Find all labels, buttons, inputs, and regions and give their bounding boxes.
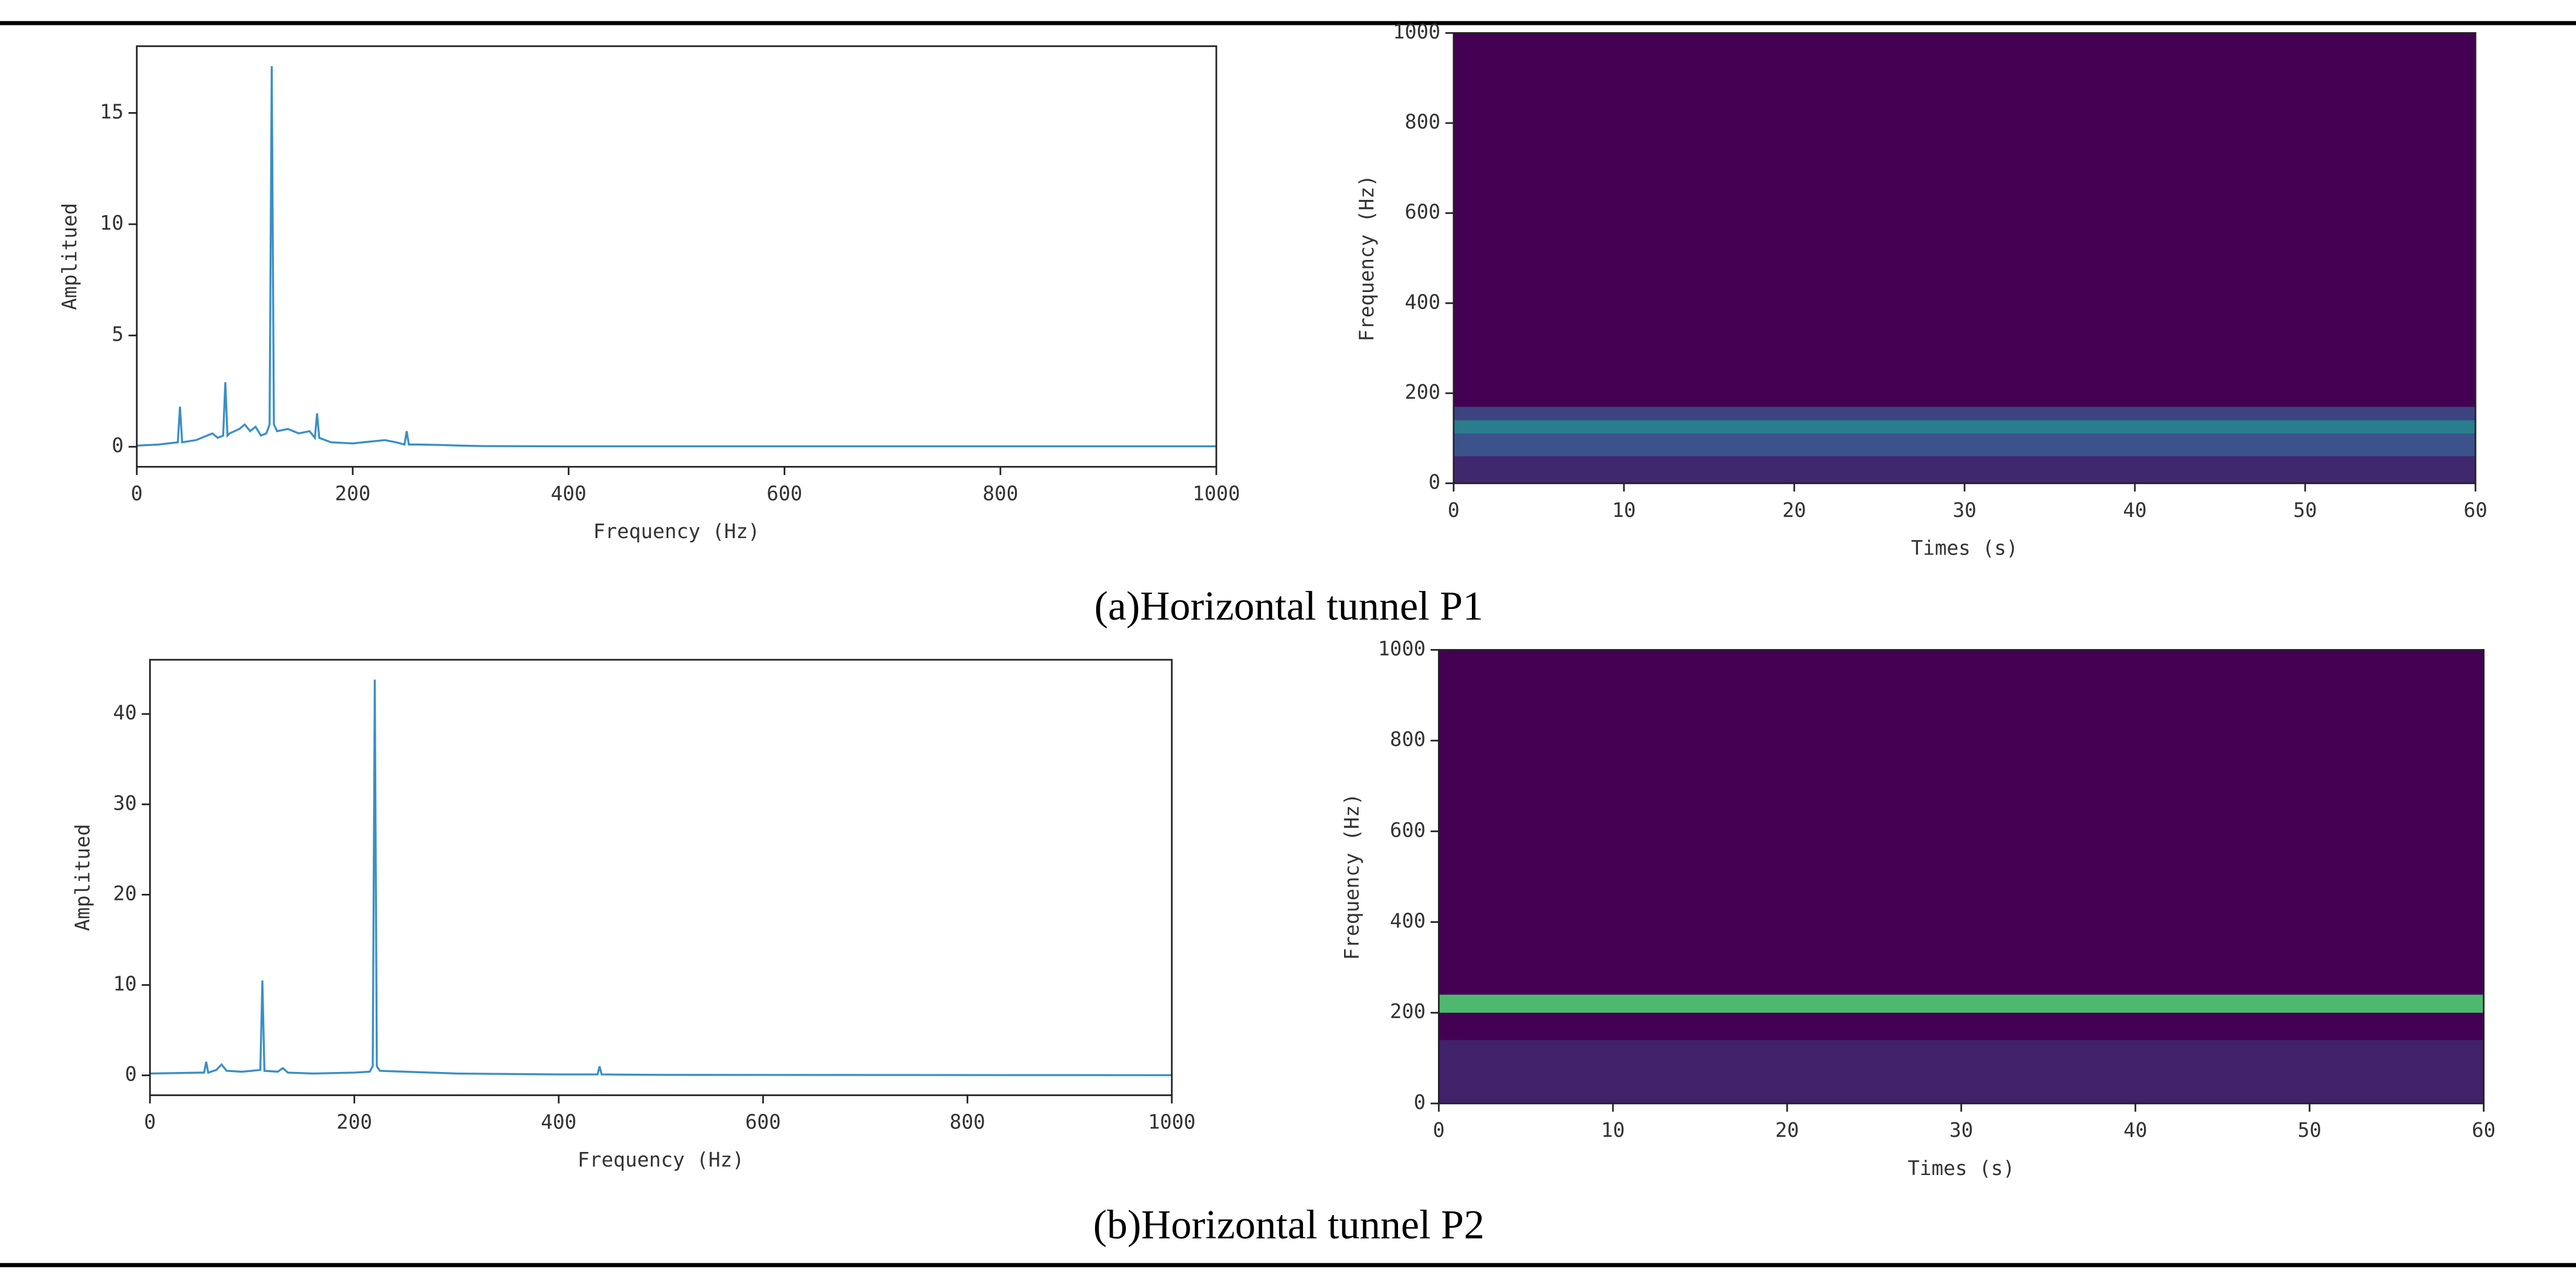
x-axis-label: Times (s) xyxy=(1908,1157,2015,1180)
spectrum-line xyxy=(136,66,1217,448)
x-axis-label: Frequency (Hz) xyxy=(593,520,760,543)
spectrogram-band xyxy=(1453,433,2476,456)
y-tick-label: 200 xyxy=(1405,381,1440,404)
plot-area xyxy=(1453,33,2476,484)
y-tick-label: 1000 xyxy=(1393,20,1441,43)
y-tick-label: 10 xyxy=(100,211,124,235)
x-tick-label: 800 xyxy=(950,1111,985,1134)
plot-area xyxy=(1439,650,2484,1104)
plot-area xyxy=(150,679,1172,1076)
y-tick-label: 0 xyxy=(125,1063,137,1086)
x-tick-label: 200 xyxy=(335,482,371,505)
x-tick-label: 800 xyxy=(982,482,1018,505)
y-tick-label: 0 xyxy=(1428,470,1440,493)
x-tick-label: 40 xyxy=(2123,1119,2147,1142)
spectrogram-band xyxy=(1453,420,2476,434)
y-tick-label: 800 xyxy=(1390,728,1426,751)
x-tick-label: 400 xyxy=(551,482,587,505)
y-tick-label: 30 xyxy=(113,791,136,814)
y-axis-label: Amplitued xyxy=(72,824,95,931)
axes-frame xyxy=(149,659,1173,1096)
x-tick-label: 60 xyxy=(2472,1119,2495,1142)
x-tick-label: 30 xyxy=(1952,499,1976,522)
x-tick-label: 600 xyxy=(767,482,802,505)
plot-area xyxy=(136,66,1217,448)
x-tick-label: 600 xyxy=(745,1111,781,1134)
y-tick-label: 600 xyxy=(1390,819,1426,842)
spectrogram-band xyxy=(1439,650,2484,995)
y-axis-label: Frequency (Hz) xyxy=(1340,793,1363,960)
x-tick-label: 400 xyxy=(541,1111,577,1134)
spectrogram-band xyxy=(1439,994,2484,1013)
x-axis-label: Times (s) xyxy=(1911,536,2019,559)
x-tick-label: 20 xyxy=(1775,1119,1799,1142)
spectrogram-band xyxy=(1439,1040,2484,1104)
x-tick-label: 200 xyxy=(336,1111,372,1134)
x-tick-label: 50 xyxy=(2293,499,2317,522)
x-tick-label: 0 xyxy=(144,1111,156,1134)
x-tick-label: 30 xyxy=(1949,1119,1973,1142)
spectrogram-band xyxy=(1453,33,2476,407)
spectrogram-band xyxy=(1439,1013,2484,1040)
axes-frame xyxy=(136,45,1217,468)
spectrogram-band xyxy=(1453,456,2476,484)
caption: (a)Horizontal tunnel P1 xyxy=(1094,583,1483,629)
spectrum-line xyxy=(150,679,1172,1076)
y-tick-label: 200 xyxy=(1390,1000,1426,1023)
x-tick-label: 10 xyxy=(1612,499,1636,522)
y-axis-label: Amplitued xyxy=(58,203,81,310)
x-axis-label: Frequency (Hz) xyxy=(577,1148,744,1171)
spectrogram-band xyxy=(1453,407,2476,421)
y-axis-label: Frequency (Hz) xyxy=(1355,175,1378,341)
y-tick-label: 600 xyxy=(1405,201,1440,224)
x-tick-label: 50 xyxy=(2298,1119,2321,1142)
y-tick-label: 1000 xyxy=(1378,637,1426,660)
x-tick-label: 0 xyxy=(1448,499,1460,522)
x-tick-label: 0 xyxy=(131,482,143,505)
y-tick-label: 400 xyxy=(1405,290,1440,313)
x-tick-label: 20 xyxy=(1782,499,1806,522)
y-tick-label: 20 xyxy=(113,882,136,905)
y-tick-label: 800 xyxy=(1405,110,1440,133)
x-tick-label: 0 xyxy=(1433,1119,1445,1142)
y-tick-label: 10 xyxy=(113,972,136,995)
y-tick-label: 5 xyxy=(111,323,124,346)
y-tick-label: 15 xyxy=(100,100,124,123)
x-tick-label: 40 xyxy=(2123,499,2146,522)
caption: (b)Horizontal tunnel P2 xyxy=(1093,1201,1485,1247)
y-tick-label: 400 xyxy=(1390,910,1426,933)
x-tick-label: 1000 xyxy=(1148,1111,1196,1134)
y-tick-label: 0 xyxy=(1414,1091,1426,1114)
y-tick-label: 0 xyxy=(111,434,124,457)
y-tick-label: 40 xyxy=(113,701,136,724)
x-tick-label: 10 xyxy=(1601,1119,1625,1142)
x-tick-label: 60 xyxy=(2463,499,2487,522)
x-tick-label: 1000 xyxy=(1193,482,1240,505)
